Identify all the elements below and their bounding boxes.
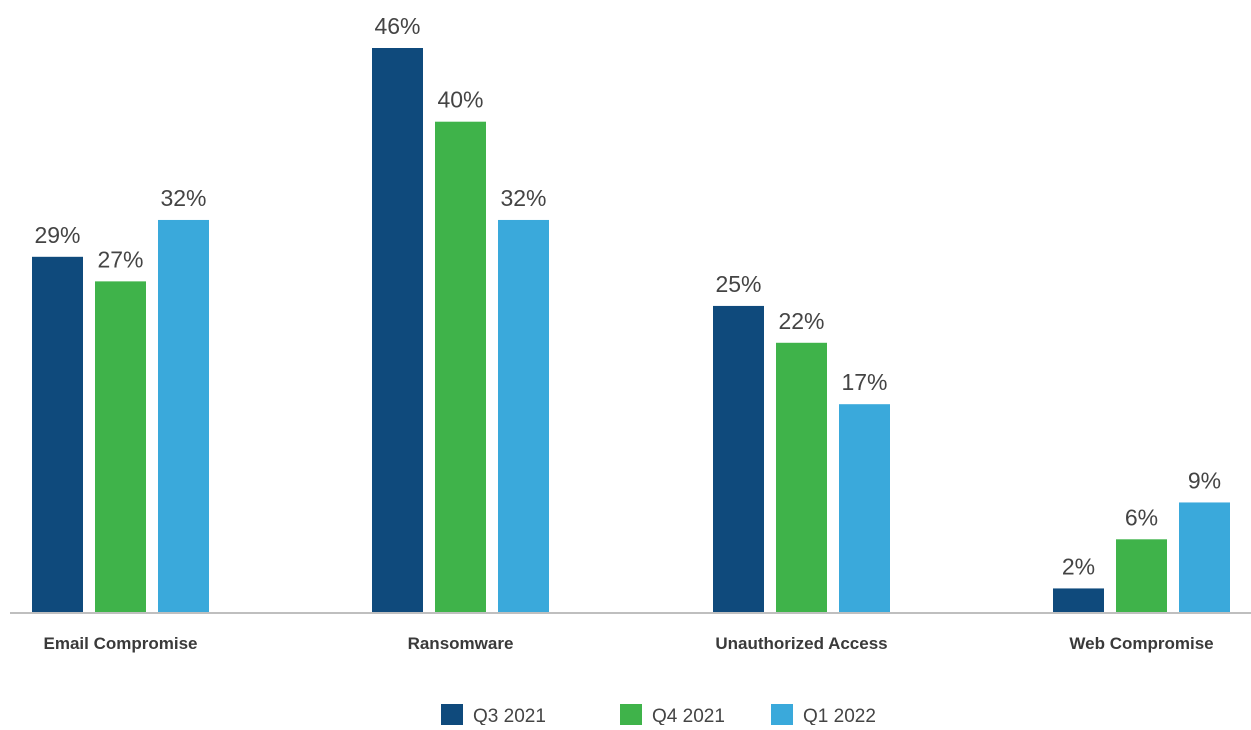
data-label-0-2: 32% [160,185,206,211]
data-label-2-0: 25% [715,271,761,297]
bar-2-1 [776,342,827,613]
data-label-2-1: 22% [778,308,824,334]
bar-2-0 [713,305,764,613]
data-label-2-2: 17% [841,369,887,395]
bars-layer [32,48,1230,614]
bar-3-0 [1053,588,1104,613]
legend-label-2: Q1 2022 [803,706,876,725]
value-labels-layer: 29% 27% 32% 46% 40% 32% 25% 22% 17% 2% 6% 9% [34,13,1221,579]
category-label-1: Ransomware [408,634,514,653]
bar-0-0 [32,256,83,613]
legend-label-0: Q3 2021 [473,706,546,725]
data-label-1-2: 32% [500,185,546,211]
data-label-0-1: 27% [97,246,143,272]
bar-0-2 [158,219,209,613]
data-label-3-0: 2% [1062,553,1095,579]
legend-label-1: Q4 2021 [652,706,725,725]
bar-3-2 [1179,502,1230,613]
data-label-1-0: 46% [374,13,420,39]
data-label-1-1: 40% [437,87,483,113]
category-label-0: Email Compromise [44,634,198,653]
bar-3-1 [1116,539,1167,613]
category-label-3: Web Compromise [1069,634,1213,653]
legend-swatch-0 [441,704,463,726]
data-label-3-2: 9% [1188,467,1221,493]
bar-1-2 [498,219,549,613]
legend-swatch-1 [620,704,642,726]
category-labels-layer: Email Compromise Ransomware Unauthorized A… [44,634,1214,653]
bar-0-1 [95,281,146,613]
legend-swatch-2 [771,704,793,726]
bar-2-2 [839,404,890,613]
bar-1-0 [372,48,423,613]
bar-1-1 [435,121,486,614]
legend: Q3 2021 Q4 2021 Q1 2022 [441,704,876,727]
data-label-0-0: 29% [34,222,80,248]
category-label-2: Unauthorized Access [715,634,887,653]
data-label-3-1: 6% [1125,504,1158,530]
